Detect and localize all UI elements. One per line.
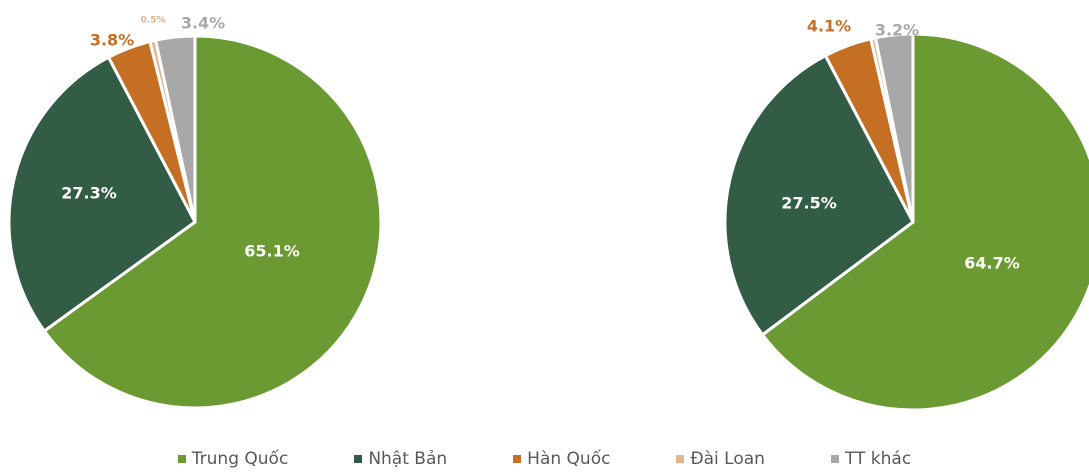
data-label-han-quoc: 4.1% — [807, 17, 851, 36]
pie-charts: 65.1% 27.3% 3.8% 0.5% 3.4% 64.7% 27.5% 4.1% 3.2… — [7, 14, 1089, 412]
legend-item-trung-quoc[interactable]: Trung Quốc — [177, 449, 289, 469]
legend-item-nhat-ban[interactable]: Nhật Bản — [354, 449, 447, 469]
pie-chart-left: 65.1% 27.3% 3.8% 0.5% 3.4% — [7, 14, 383, 410]
pie-slice-trung-quoc[interactable] — [42, 34, 383, 410]
data-label-trung-quoc: 65.1% — [244, 242, 300, 261]
legend-label: TT khác — [844, 449, 912, 469]
legend-item-han-quoc[interactable]: Hàn Quốc — [513, 449, 610, 469]
legend-item-tt-khac[interactable]: TT khác — [830, 449, 912, 469]
pie-slice-nhat-ban[interactable] — [7, 55, 197, 333]
legend: Trung Quốc Nhật Bản Hàn Quốc Đài Loan TT… — [0, 446, 1089, 472]
legend-label: Trung Quốc — [191, 449, 289, 469]
legend-swatch — [830, 455, 839, 463]
legend-item-dai-loan[interactable]: Đài Loan — [676, 449, 765, 469]
data-label-tt-khac: 3.4% — [181, 14, 225, 33]
data-label-tt-khac: 3.2% — [875, 21, 919, 40]
legend-swatch — [676, 455, 685, 463]
data-label-han-quoc: 3.8% — [90, 31, 134, 50]
data-label-dai-loan: 0.5% — [141, 16, 166, 26]
pie-slice-trung-quoc[interactable] — [761, 32, 1089, 412]
pie-slice-tt-khac[interactable] — [154, 34, 197, 224]
data-label-nhat-ban: 27.3% — [61, 184, 117, 203]
pie-slice-nhat-ban[interactable] — [723, 54, 915, 337]
data-label-trung-quoc: 64.7% — [964, 254, 1020, 273]
legend-swatch — [513, 455, 522, 463]
legend-label: Đài Loan — [690, 449, 765, 469]
legend-swatch — [354, 455, 363, 463]
legend-label: Hàn Quốc — [527, 449, 611, 469]
legend-swatch — [177, 455, 186, 463]
pie-slice-tt-khac[interactable] — [873, 32, 915, 224]
data-label-nhat-ban: 27.5% — [781, 194, 837, 213]
pie-chart-right: 64.7% 27.5% 4.1% 3.2% — [723, 17, 1089, 412]
legend-label: Nhật Bản — [368, 449, 448, 469]
